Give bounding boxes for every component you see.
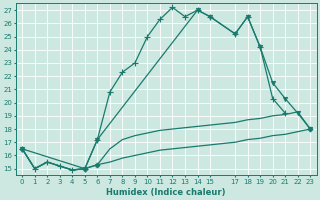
X-axis label: Humidex (Indice chaleur): Humidex (Indice chaleur) bbox=[107, 188, 226, 197]
